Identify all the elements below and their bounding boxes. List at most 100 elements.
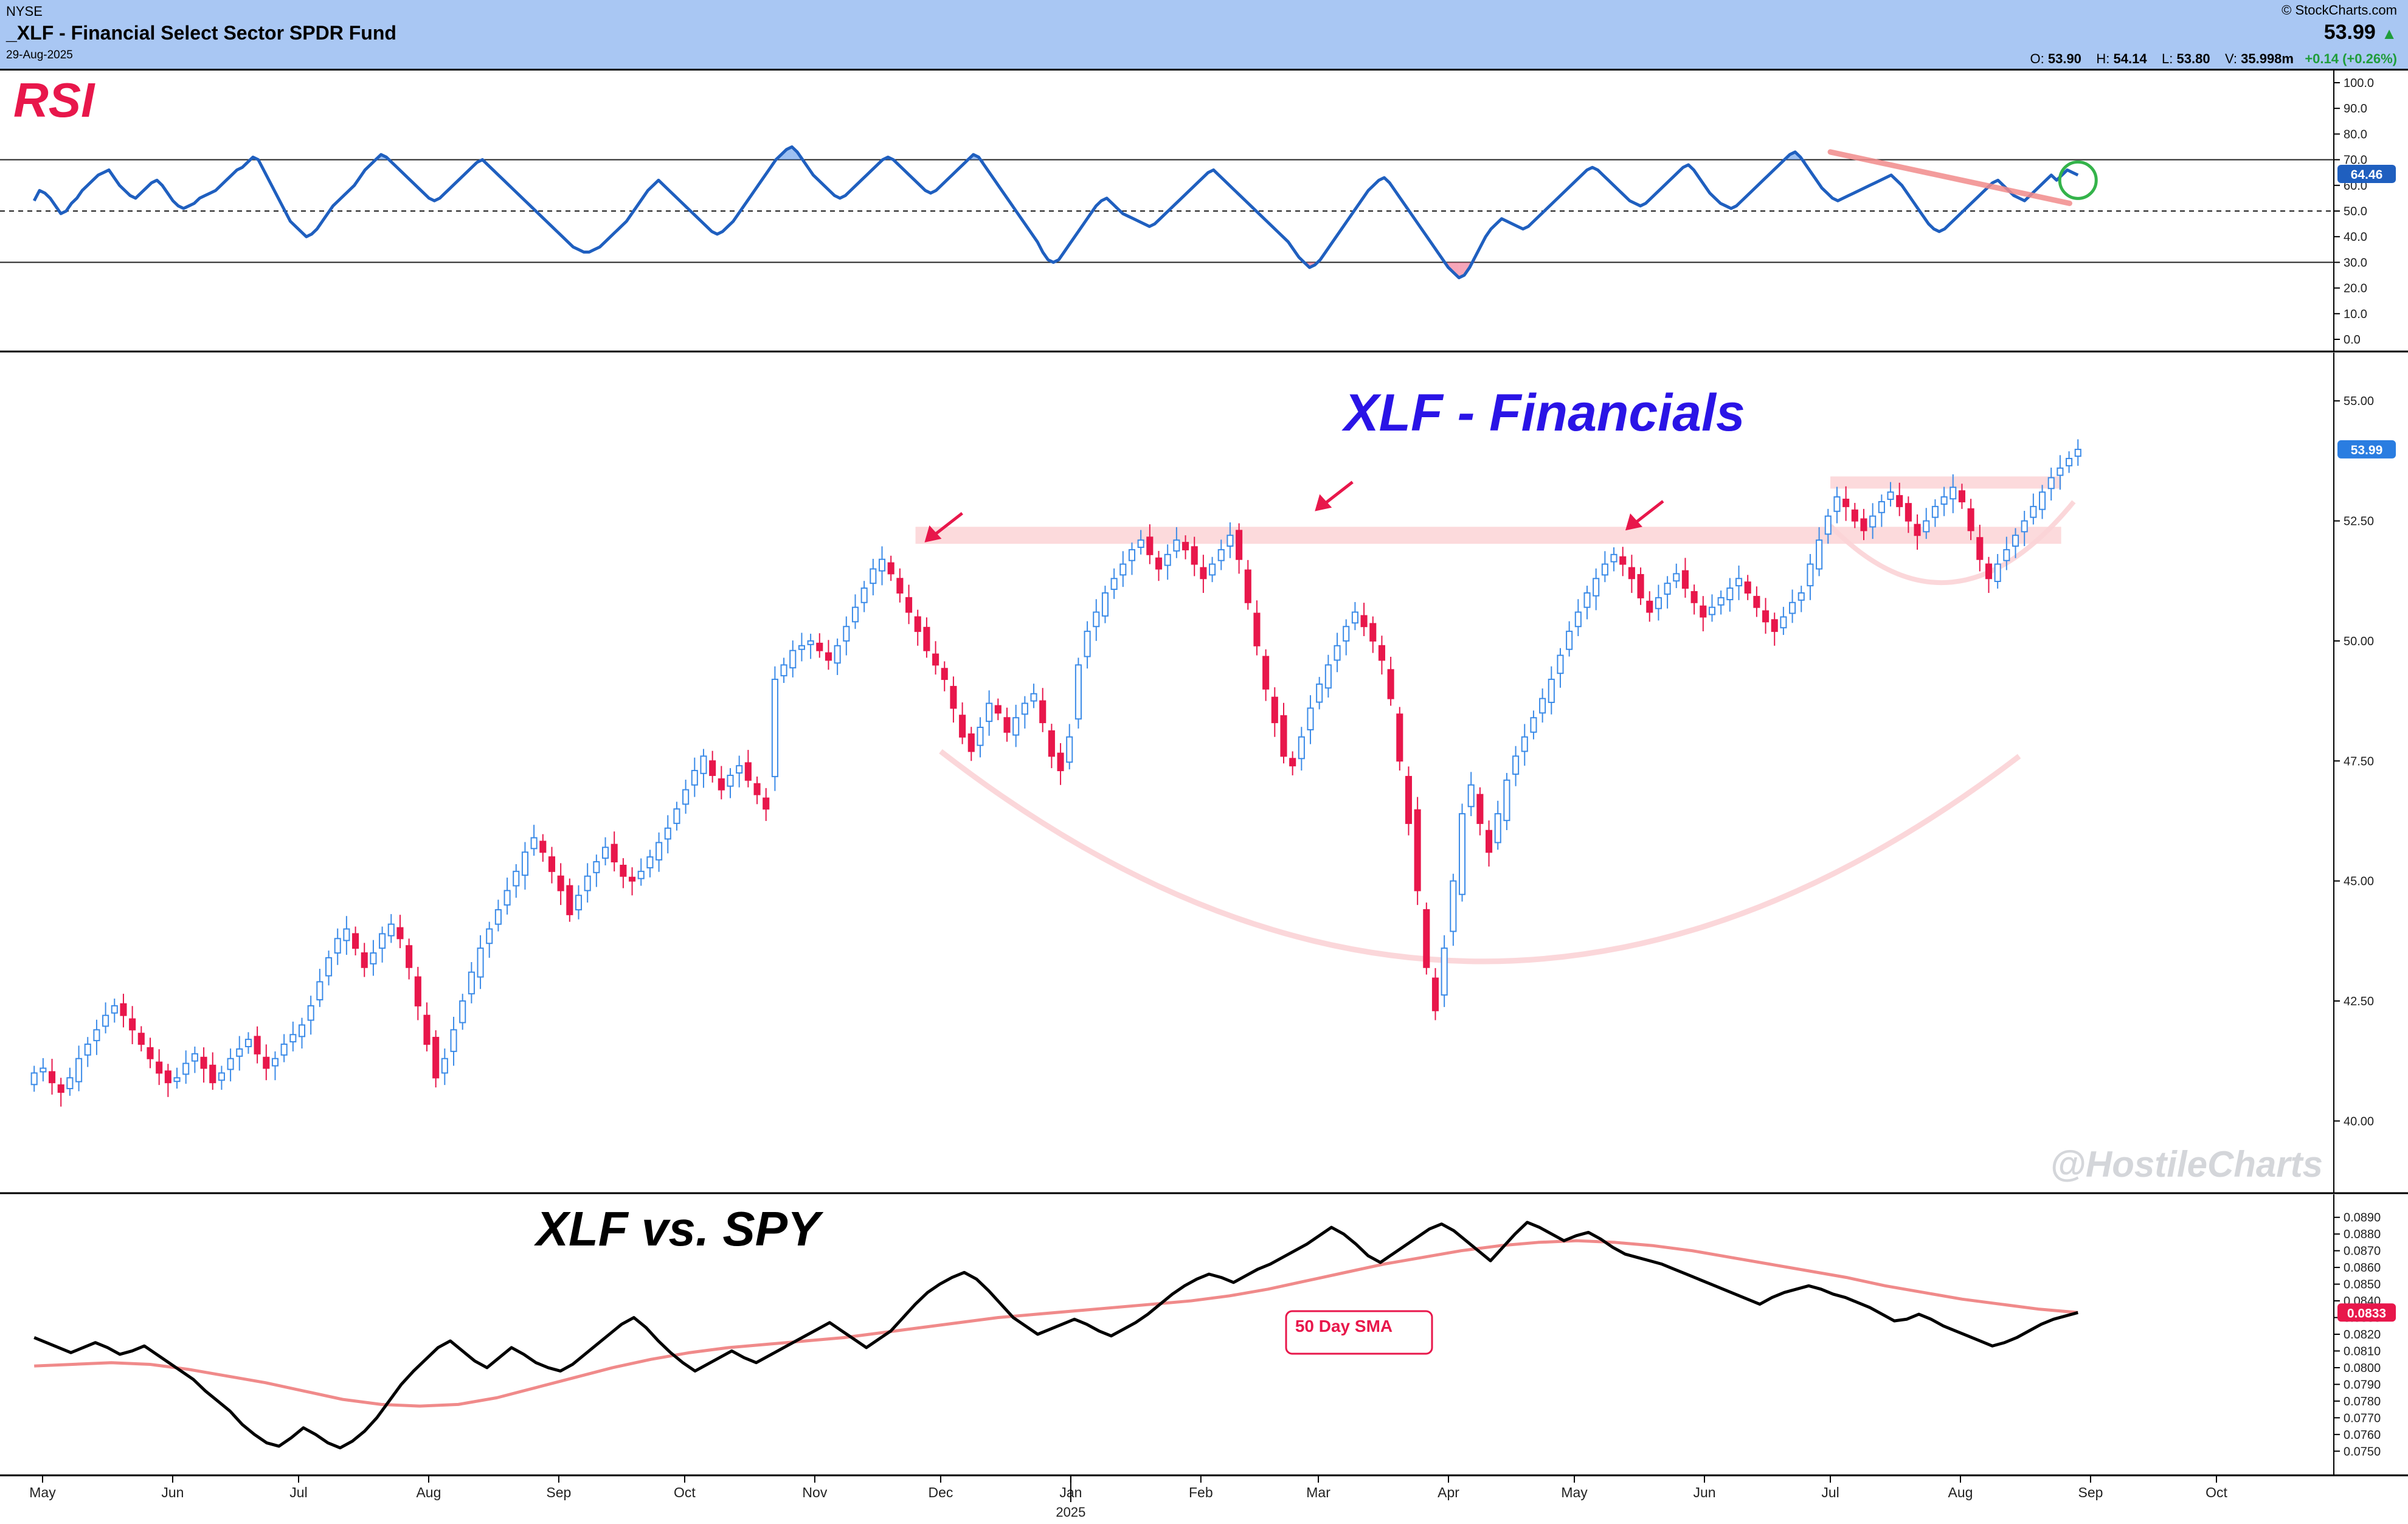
candle-up (1074, 664, 1082, 720)
candle-up (2047, 477, 2055, 490)
candle-up (1209, 563, 1216, 576)
candle-down (1253, 612, 1261, 646)
candle-down (1280, 715, 1287, 757)
candle-up (1557, 654, 1564, 674)
candle-down (753, 783, 761, 795)
candle-up (1869, 515, 1877, 528)
candle-down (406, 945, 413, 968)
candle-up (244, 1039, 252, 1047)
candle-up (834, 645, 841, 664)
candle-up (218, 1072, 225, 1081)
candle-up (503, 890, 511, 906)
candle-down (164, 1070, 171, 1084)
candle-up (1450, 880, 1457, 932)
x-tick-label: Jun (1693, 1484, 1715, 1500)
candle-up (656, 842, 663, 861)
candle-down (1387, 669, 1394, 699)
candle-up (1887, 491, 1894, 500)
candle-down (1423, 909, 1430, 968)
x-tick-label: Feb (1189, 1484, 1213, 1500)
candle-up (1548, 679, 1555, 703)
candle-down (1486, 830, 1493, 853)
candle-up (736, 765, 743, 774)
ratio-y-tick-label: 0.0760 (2344, 1429, 2381, 1442)
candle-up (486, 928, 493, 944)
open-label: O: (2030, 51, 2044, 66)
candle-up (771, 679, 778, 777)
price-y-tick-label: 42.50 (2344, 995, 2374, 1008)
candle-up (325, 957, 333, 977)
candle-up (1824, 515, 1832, 535)
high-label: H: (2096, 51, 2110, 66)
candle-down (1914, 524, 1921, 536)
ratio-y-tick-label: 0.0820 (2344, 1328, 2381, 1342)
candle-down (1146, 536, 1154, 555)
price-bg (0, 353, 2407, 1193)
candle-up (807, 640, 814, 645)
candle-down (763, 797, 770, 810)
candle-down (1244, 569, 1251, 603)
candle-down (709, 760, 716, 776)
rsi-y-tick-label: 10.0 (2344, 308, 2367, 321)
up-arrow-icon: ▲ (2381, 24, 2397, 43)
x-tick-label: Nov (802, 1484, 827, 1500)
candle-up (459, 1000, 466, 1024)
brand-label[interactable]: © StockCharts.com (2282, 2, 2397, 18)
change-value: +0.14 (+0.26%) (2305, 51, 2397, 66)
chart-date: 29-Aug-2025 (6, 49, 73, 61)
candle-up (1128, 549, 1136, 561)
candle-up (40, 1067, 47, 1073)
candle-up (637, 870, 645, 879)
candle-up (860, 587, 868, 603)
candle-up (1717, 597, 1725, 606)
candle-up (530, 837, 538, 850)
candle-down (539, 840, 547, 853)
candle-up (1021, 702, 1028, 715)
rsi-y-tick-label: 50.0 (2344, 205, 2367, 218)
candle-up (477, 947, 484, 978)
candle-up (93, 1029, 100, 1042)
candle-down (959, 715, 966, 738)
candle-up (316, 981, 323, 1000)
candle-down (1744, 581, 1751, 594)
candle-up (370, 952, 377, 965)
candle-down (914, 616, 921, 632)
rsi-last-value-badge-label: 64.46 (2351, 168, 2383, 182)
candle-down (1762, 610, 1770, 623)
candle-down (1378, 645, 1385, 661)
price-y-tick-label: 47.50 (2344, 755, 2374, 768)
candle-up (1530, 717, 1537, 733)
candle-up (1494, 813, 1501, 843)
candle-up (1797, 592, 1805, 601)
candle-up (1539, 698, 1546, 714)
candle-up (182, 1062, 190, 1075)
candle-down (1851, 509, 1858, 522)
open-value: 53.90 (2047, 51, 2081, 66)
candle-up (2066, 457, 2073, 466)
x-tick-label: Oct (674, 1484, 696, 1500)
sma-line (34, 1239, 2078, 1408)
ratio-last-value-badge-label: 0.0833 (2347, 1306, 2386, 1320)
candle-up (1512, 755, 1520, 775)
ratio-bg (0, 1194, 2407, 1475)
price-y-tick-label: 40.00 (2344, 1115, 2374, 1128)
handle-arc (1828, 500, 2076, 586)
candle-down (49, 1071, 56, 1084)
candle-up (1931, 505, 1939, 518)
rsi-oversold-fill (1459, 262, 1465, 278)
x-year-label: 2025 (1056, 1505, 1085, 1520)
candle-up (1994, 563, 2001, 583)
price-panel: 55.00 52.50 50.00 47.50 45.00 42.50 40.00 53.99… (0, 353, 2408, 1194)
candle-up (1807, 563, 1814, 587)
candle-up (2074, 448, 2081, 457)
candle-up (271, 1058, 279, 1067)
candle-down (1048, 730, 1055, 757)
candle-up (2030, 505, 2037, 518)
candle-down (1476, 794, 1484, 824)
candle-up (673, 808, 680, 824)
candle-up (789, 649, 797, 669)
candle-down (744, 762, 752, 781)
last-price-value: 53.99 (2323, 21, 2376, 44)
candle-down (1976, 537, 1984, 560)
candle-up (870, 568, 877, 584)
